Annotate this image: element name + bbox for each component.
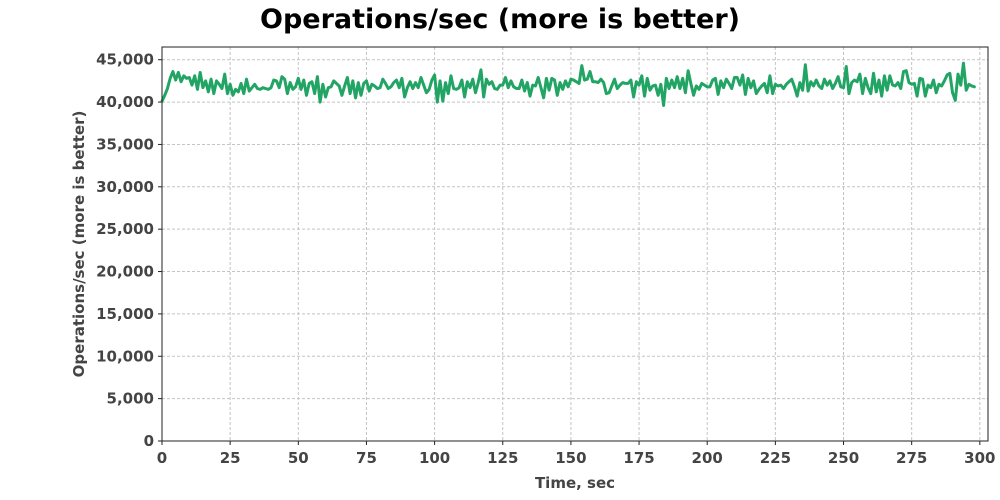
- y-tick-label: 0: [144, 432, 154, 450]
- x-tick-label: 100: [419, 449, 450, 467]
- y-tick-label: 20,000: [96, 263, 154, 281]
- y-tick-label: 5,000: [107, 390, 154, 408]
- x-tick-label: 275: [896, 449, 927, 467]
- series-line: [160, 61, 976, 107]
- y-tick-label: 35,000: [96, 135, 154, 153]
- x-tick-label: 0: [157, 449, 167, 467]
- series-layer: [160, 61, 976, 107]
- x-tick-label: 150: [555, 449, 586, 467]
- plot-area-frame: [161, 46, 989, 442]
- y-axis-label: Operations/sec (more is better): [70, 111, 88, 378]
- y-tick-label: 10,000: [96, 347, 154, 365]
- y-tick-label: 40,000: [96, 93, 154, 111]
- y-tick-label: 30,000: [96, 178, 154, 196]
- x-tick-label: 175: [623, 449, 654, 467]
- x-tick-label: 25: [220, 449, 241, 467]
- chart-title: Operations/sec (more is better): [260, 4, 740, 35]
- x-tick-label: 75: [356, 449, 377, 467]
- y-tick-label: 45,000: [96, 51, 154, 69]
- x-tick-label: 50: [288, 449, 309, 467]
- y-tick-label: 25,000: [96, 220, 154, 238]
- x-tick-label: 200: [692, 449, 723, 467]
- grid-lines: [162, 47, 988, 441]
- axis-ticks: 0 5,000 10,000 15,000 20,000 25,000 30,000 35,0…: [96, 51, 995, 467]
- x-tick-label: 300: [964, 449, 995, 467]
- y-tick-label: 15,000: [96, 305, 154, 323]
- x-axis-label: Time, sec: [535, 474, 615, 492]
- x-tick-label: 250: [828, 449, 859, 467]
- x-tick-label: 225: [760, 449, 791, 467]
- x-tick-label: 125: [487, 449, 518, 467]
